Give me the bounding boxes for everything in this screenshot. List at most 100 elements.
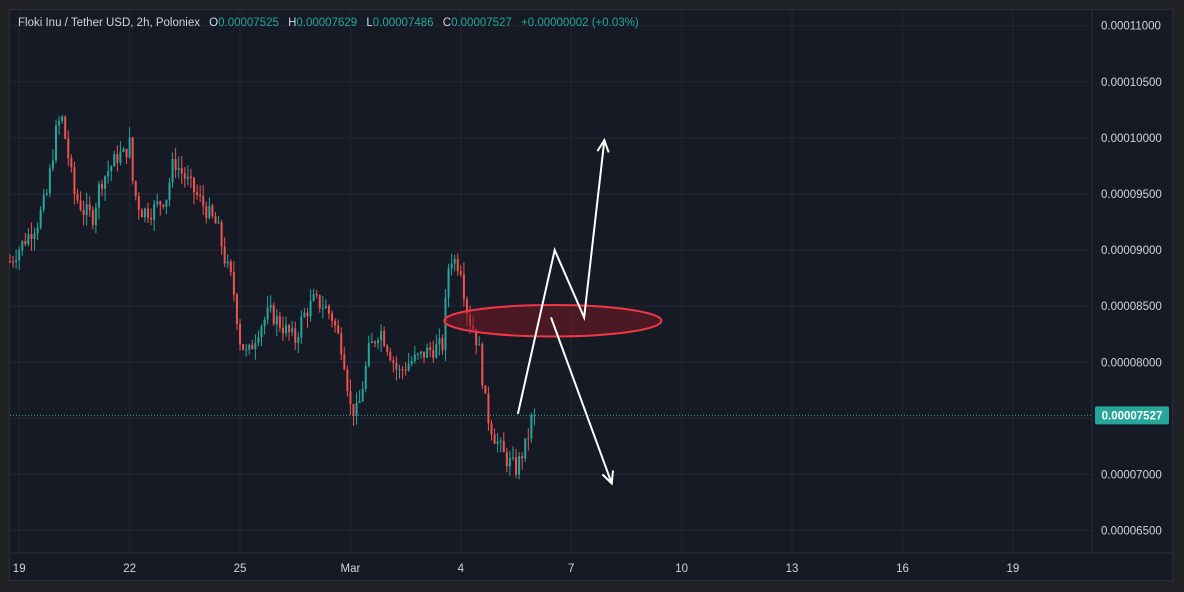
candle <box>416 352 419 361</box>
candle-body <box>21 241 24 250</box>
forecast-arrowhead <box>596 137 610 153</box>
candle <box>162 203 165 210</box>
y-tick-label: 0.00011000 <box>1101 21 1161 33</box>
candle <box>30 222 33 251</box>
candle-body <box>42 194 45 210</box>
candle-body <box>153 204 156 220</box>
candle <box>524 438 527 463</box>
candle <box>119 141 122 166</box>
candle-body <box>533 415 536 417</box>
candle <box>294 321 297 350</box>
candle-body <box>165 199 168 207</box>
candle <box>171 152 174 188</box>
candle-body <box>450 263 453 269</box>
candle-body <box>58 121 61 126</box>
last-price-value: 0.00007527 <box>1102 410 1163 422</box>
candle <box>245 343 248 357</box>
candle-body <box>343 354 346 370</box>
candle-body <box>490 423 493 435</box>
candle-body <box>306 312 309 317</box>
candle <box>97 180 100 220</box>
candle <box>315 289 318 299</box>
candle-body <box>481 344 484 386</box>
candle <box>140 208 143 218</box>
x-tick-label: 10 <box>675 563 688 575</box>
candle-body <box>33 233 36 239</box>
candle-body <box>398 369 401 371</box>
legend-symbol[interactable]: Floki Inu / Tether USD, 2h, Poloniex <box>18 17 200 29</box>
candle-body <box>419 351 422 354</box>
legend-close-value: 0.00007527 <box>451 17 512 29</box>
candle <box>438 328 441 356</box>
candle-body <box>122 148 125 152</box>
legend-close-label: C <box>442 17 452 29</box>
candle <box>373 340 376 348</box>
x-tick-label: 7 <box>568 563 574 575</box>
candle-body <box>174 159 177 170</box>
candle-body <box>248 344 251 350</box>
candle <box>214 212 217 224</box>
candle <box>193 176 196 205</box>
candle-body <box>429 347 432 351</box>
chart-frame <box>9 9 1173 581</box>
candle-body <box>113 154 116 167</box>
candle-body <box>266 307 269 320</box>
legend-change: +0.00000002 (+0.03%) <box>521 17 639 29</box>
candle <box>340 327 343 361</box>
candle-body <box>426 347 429 358</box>
chart-drawings <box>443 137 663 486</box>
candlestick-series <box>9 114 536 480</box>
candle <box>101 179 104 197</box>
candle-body <box>226 261 229 264</box>
candle <box>453 254 456 272</box>
candle-body <box>27 234 30 245</box>
candle <box>91 206 94 230</box>
candle <box>94 202 97 234</box>
candle <box>21 240 24 256</box>
candle-body <box>183 173 186 179</box>
candle-body <box>315 294 318 296</box>
candle-body <box>110 166 113 172</box>
y-tick-label: 0.00008000 <box>1101 357 1162 369</box>
candle <box>487 386 490 431</box>
candle <box>196 184 199 200</box>
candle <box>107 160 110 184</box>
candle-body <box>331 313 334 321</box>
candle-body <box>36 227 39 234</box>
candle-body <box>205 206 208 218</box>
candle <box>278 311 281 332</box>
candle-body <box>530 415 533 439</box>
forecast-arrowhead <box>601 470 615 486</box>
candle-body <box>232 272 235 295</box>
candle-body <box>278 316 281 328</box>
candle <box>444 289 447 362</box>
candle-body <box>377 340 380 344</box>
candle-body <box>137 196 140 211</box>
candle <box>300 310 303 344</box>
candle <box>128 127 131 160</box>
candle-body <box>131 137 134 182</box>
candle-body <box>51 160 54 169</box>
candle <box>64 115 67 140</box>
candle-body <box>361 388 364 402</box>
candle <box>174 147 177 179</box>
candle-body <box>337 325 340 334</box>
candle <box>349 379 352 415</box>
candle-body <box>177 167 180 170</box>
candle <box>499 437 502 453</box>
candle-body <box>346 369 349 392</box>
candle-body <box>380 330 383 341</box>
candle-body <box>220 222 223 247</box>
candle <box>303 307 306 318</box>
candle <box>370 332 373 344</box>
candle <box>143 207 146 223</box>
candle-body <box>61 116 64 122</box>
candle <box>177 156 180 179</box>
candle-body <box>392 360 395 363</box>
candle-body <box>285 325 288 334</box>
candle-body <box>257 337 260 344</box>
candle-body <box>235 294 238 324</box>
y-tick-label: 0.00008500 <box>1101 301 1162 313</box>
candle <box>116 145 119 172</box>
